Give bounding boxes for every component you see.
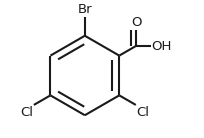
Text: OH: OH [150,40,171,53]
Text: Cl: Cl [20,106,33,119]
Text: O: O [130,16,141,29]
Text: Cl: Cl [136,106,149,119]
Text: Br: Br [77,3,92,16]
